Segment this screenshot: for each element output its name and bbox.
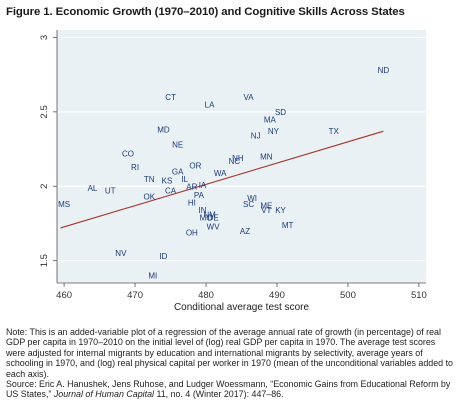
point-ut: UT bbox=[105, 187, 116, 196]
point-ia: IA bbox=[199, 181, 207, 190]
point-mi: MI bbox=[148, 272, 157, 281]
point-sd: SD bbox=[275, 108, 286, 117]
point-ma: MA bbox=[264, 115, 277, 124]
point-wi: WI bbox=[247, 194, 257, 203]
point-wa: WA bbox=[214, 169, 227, 178]
point-il: IL bbox=[181, 175, 188, 184]
point-ok: OK bbox=[143, 193, 155, 202]
source-suffix: 11, no. 4 (Winter 2017): 447–86. bbox=[154, 389, 284, 400]
point-la: LA bbox=[205, 100, 215, 109]
point-nc: NC bbox=[229, 157, 241, 166]
point-nm: NM bbox=[203, 211, 216, 220]
point-mo: MO bbox=[200, 214, 213, 223]
point-or: OR bbox=[189, 161, 201, 170]
point-az: AZ bbox=[240, 227, 250, 236]
point-ri: RI bbox=[131, 163, 139, 172]
point-nh: NH bbox=[232, 154, 244, 163]
point-tn: TN bbox=[144, 175, 155, 184]
x-tick-label: 490 bbox=[269, 290, 285, 301]
point-wv: WV bbox=[207, 222, 221, 231]
fit-line-group bbox=[60, 130, 384, 229]
point-pa: PA bbox=[194, 191, 205, 200]
source-journal: Journal of Human Capital bbox=[53, 389, 154, 400]
point-ks: KS bbox=[162, 176, 173, 185]
y-tick-label: 1.5 bbox=[39, 254, 50, 267]
figure-title: Figure 1. Economic Growth (1970–2010) an… bbox=[6, 6, 405, 18]
x-tick-label: 480 bbox=[198, 290, 214, 301]
source-text: Source: Eric A. Hanushek, Jens Ruhose, a… bbox=[6, 379, 456, 400]
point-ga: GA bbox=[172, 167, 184, 176]
note-block: Note: This is an added-variable plot of … bbox=[6, 327, 456, 400]
y-tick-label: 3 bbox=[39, 35, 50, 40]
point-de: DE bbox=[208, 214, 219, 223]
point-sc: SC bbox=[243, 200, 254, 209]
point-ct: CT bbox=[165, 93, 176, 102]
point-me: ME bbox=[260, 202, 272, 211]
point-mn: MN bbox=[260, 153, 273, 162]
point-ms: MS bbox=[58, 200, 70, 209]
point-id: ID bbox=[159, 252, 167, 261]
point-nd: ND bbox=[378, 66, 390, 75]
fit-line bbox=[60, 130, 384, 229]
point-md: MD bbox=[157, 126, 170, 135]
note-text: Note: This is an added-variable plot of … bbox=[6, 327, 453, 379]
point-al: AL bbox=[88, 184, 98, 193]
source-prefix: Source: Eric A. Hanushek, Jens Ruhose, a… bbox=[6, 379, 451, 400]
point-ne: NE bbox=[172, 141, 183, 150]
y-tick-label: 2.5 bbox=[39, 105, 50, 118]
x-tick-label: 500 bbox=[340, 290, 356, 301]
grid-lines bbox=[57, 36, 426, 262]
x-tick-label: 510 bbox=[411, 290, 427, 301]
point-ca: CA bbox=[165, 187, 177, 196]
point-hi: HI bbox=[188, 199, 196, 208]
point-nj: NJ bbox=[251, 132, 261, 141]
x-tick-label: 470 bbox=[127, 290, 143, 301]
point-va: VA bbox=[244, 93, 255, 102]
point-nv: NV bbox=[115, 249, 127, 258]
x-tick-label: 460 bbox=[56, 290, 72, 301]
point-in: IN bbox=[198, 206, 206, 215]
y-tick-label: 2 bbox=[39, 184, 50, 189]
point-ky: KY bbox=[275, 206, 286, 215]
point-oh: OH bbox=[186, 228, 198, 237]
point-ar: AR bbox=[186, 182, 197, 191]
point-ny: NY bbox=[268, 127, 280, 136]
point-tx: TX bbox=[329, 127, 340, 136]
plot-area bbox=[57, 30, 426, 283]
point-vt: VT bbox=[261, 206, 271, 215]
point-co: CO bbox=[122, 150, 134, 159]
point-mt: MT bbox=[282, 221, 294, 230]
x-axis-label: Conditional average test score bbox=[174, 302, 310, 313]
axes: 460 470 480 490 500 510 1.5 2 2.5 3 bbox=[39, 30, 427, 301]
